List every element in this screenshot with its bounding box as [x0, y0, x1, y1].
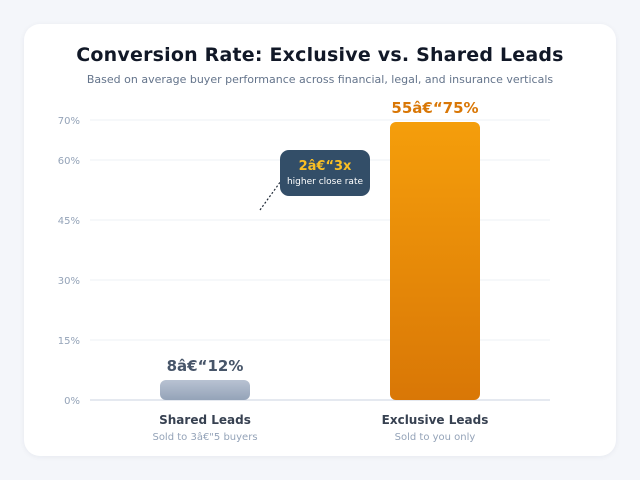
category-subtitle: Sold to 3â€"5 buyers: [152, 431, 257, 443]
chart-subtitle: Based on average buyer performance acros…: [86, 73, 554, 86]
y-tick-label: 15%: [58, 336, 80, 347]
y-tick-label: 45%: [58, 216, 80, 227]
category-subtitle: Sold to you only: [395, 432, 476, 443]
bar-labels: 8â€“12% Shared Leads Sold to 3â€"5 buyers 5…: [152, 99, 488, 443]
callout-box: [280, 150, 370, 196]
y-tick-label: 0%: [64, 396, 80, 407]
y-tick-label: 70%: [58, 116, 80, 127]
chart-title: Conversion Rate: Exclusive vs. Shared Le…: [76, 44, 564, 66]
category-label: Shared Leads: [159, 413, 251, 427]
bar-shared-leads: [160, 380, 250, 400]
y-axis-ticks: 0% 15% 30% 45% 60% 70%: [58, 116, 80, 407]
chart-card: [24, 24, 616, 456]
category-label: Exclusive Leads: [382, 413, 489, 427]
bars: [160, 122, 480, 400]
bar-exclusive-leads: [390, 122, 480, 400]
callout-multiplier: 2â€“3x: [299, 159, 352, 174]
y-tick-label: 60%: [58, 156, 80, 167]
callout-annotation: 2â€“3x higher close rate: [259, 150, 370, 211]
bar-value-label: 55â€“75%: [391, 99, 478, 117]
callout-caption: higher close rate: [287, 177, 364, 187]
y-tick-label: 30%: [58, 276, 80, 287]
bar-value-label: 8â€“12%: [167, 357, 244, 375]
